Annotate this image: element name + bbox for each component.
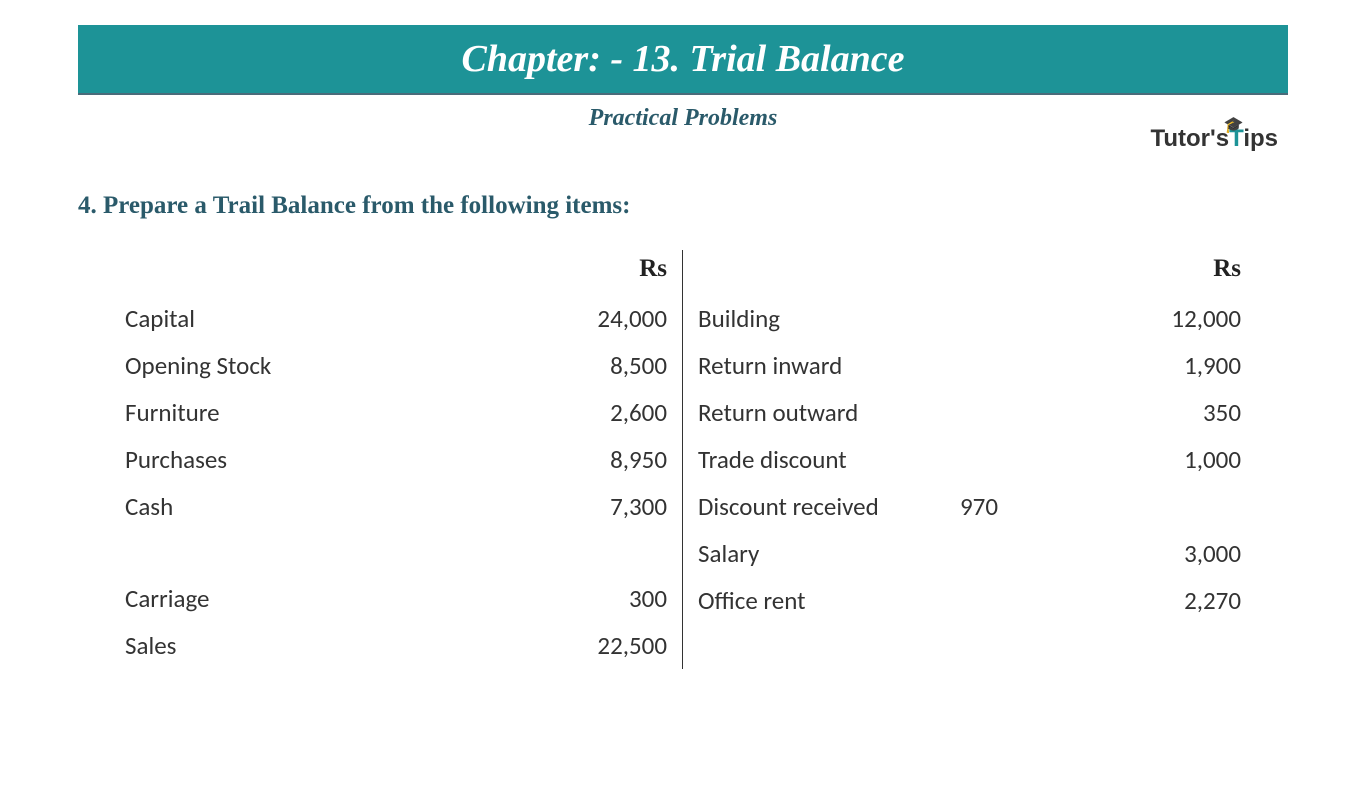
table-row: Capital 24,000 (90, 295, 682, 342)
item-value: 8,950 (567, 444, 667, 475)
table-row: Discount received 970 (683, 483, 1276, 530)
table-row: Sales 22,500 (90, 622, 682, 669)
brand-logo: 🎓 Tutor'sTips (1150, 125, 1278, 153)
item-label: Trade discount (698, 444, 1141, 475)
table-row: Office rent 2,270 (683, 577, 1276, 624)
item-label: Cash (125, 491, 567, 522)
trial-balance-table: Rs Capital 24,000 Opening Stock 8,500 Fu… (90, 250, 1276, 669)
item-label: Sales (125, 630, 567, 661)
item-value: 970 (898, 491, 998, 522)
graduation-cap-icon: 🎓 (1223, 115, 1243, 135)
currency-header-left: Rs (567, 255, 667, 283)
item-value: 1,900 (1141, 350, 1241, 381)
table-row: Building 12,000 (683, 295, 1276, 342)
table-row: Opening Stock 8,500 (90, 342, 682, 389)
item-label: Office rent (698, 585, 1141, 616)
item-value: 24,000 (567, 303, 667, 334)
table-row: Return inward 1,900 (683, 342, 1276, 389)
table-row: Return outward 350 (683, 389, 1276, 436)
table-row: Salary 3,000 (683, 530, 1276, 577)
item-label: Building (698, 303, 1141, 334)
chapter-title: Chapter: - 13. Trial Balance (78, 37, 1288, 81)
item-value: 7,300 (567, 491, 667, 522)
header-label-spacer (125, 255, 567, 283)
item-value: 3,000 (1141, 538, 1241, 569)
table-header-row: Rs (683, 250, 1276, 295)
table-row: Furniture 2,600 (90, 389, 682, 436)
table-right-column: Rs Building 12,000 Return inward 1,900 R… (683, 250, 1276, 669)
logo-text-ips: ips (1243, 125, 1278, 152)
item-label: Return outward (698, 397, 1141, 428)
item-label: Return inward (698, 350, 1141, 381)
item-label: Opening Stock (125, 350, 567, 381)
currency-header-right: Rs (1141, 255, 1241, 283)
item-value: 350 (1141, 397, 1241, 428)
logo-text-tutors: Tutor's (1150, 125, 1229, 152)
item-label: Furniture (125, 397, 567, 428)
table-row: Cash 7,300 (90, 483, 682, 530)
table-row: Purchases 8,950 (90, 436, 682, 483)
item-label: Capital (125, 303, 567, 334)
table-row: Carriage 300 (90, 530, 682, 622)
item-value: 22,500 (567, 630, 667, 661)
item-value: 1,000 (1141, 444, 1241, 475)
item-label: Purchases (125, 444, 567, 475)
chapter-banner: Chapter: - 13. Trial Balance (78, 25, 1288, 95)
item-label: Discount received (698, 491, 898, 522)
table-left-column: Rs Capital 24,000 Opening Stock 8,500 Fu… (90, 250, 683, 669)
item-label: Carriage (125, 583, 567, 614)
item-label: Salary (698, 538, 1141, 569)
question-text: 4. Prepare a Trail Balance from the foll… (78, 192, 1288, 220)
header-label-spacer (698, 255, 1141, 283)
item-value: 300 (567, 583, 667, 614)
item-value: 2,270 (1141, 585, 1241, 616)
item-value: 2,600 (567, 397, 667, 428)
item-value: 8,500 (567, 350, 667, 381)
item-value: 12,000 (1141, 303, 1241, 334)
table-header-row: Rs (90, 250, 682, 295)
table-row: Trade discount 1,000 (683, 436, 1276, 483)
